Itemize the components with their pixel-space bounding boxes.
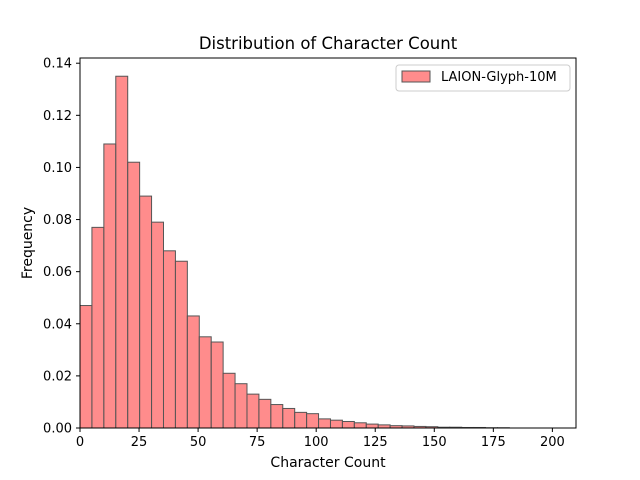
y-tick-label: 0.14: [43, 57, 72, 72]
histogram-bar: [318, 418, 331, 429]
histogram-bar: [365, 423, 379, 429]
histogram-bar: [329, 419, 343, 429]
histogram-bar: [234, 383, 248, 429]
histogram-bar: [198, 336, 212, 429]
histogram-bar: [162, 250, 176, 429]
x-tick-label: 125: [363, 435, 388, 450]
x-tick-label: 50: [190, 435, 207, 450]
bars-group: [79, 75, 510, 429]
histogram-bar: [246, 393, 260, 429]
histogram-bar: [294, 411, 308, 429]
legend-label: LAION-Glyph-10M: [441, 70, 557, 85]
histogram-bar: [151, 221, 164, 429]
histogram-bar: [115, 75, 129, 429]
y-tick-label: 0.06: [43, 265, 72, 280]
y-tick-label: 0.00: [43, 422, 72, 437]
x-axis: 0 25 50 75 100 125 150 175 200: [76, 428, 565, 450]
histogram-bar: [210, 341, 224, 429]
y-axis-label: Frequency: [20, 207, 36, 279]
x-tick-label: 175: [481, 435, 506, 450]
legend: LAION-Glyph-10M: [395, 64, 571, 92]
histogram-bar: [222, 372, 236, 429]
legend-box: [395, 64, 571, 92]
histogram-bar: [306, 413, 320, 429]
x-tick-label: 100: [304, 435, 329, 450]
y-axis: 0.00 0.02 0.04 0.06 0.08 0.10 0.12 0.14: [43, 57, 80, 437]
y-tick-label: 0.08: [43, 213, 72, 228]
x-tick-label: 0: [76, 435, 84, 450]
legend-swatch: [401, 70, 431, 83]
x-tick-label: 75: [249, 435, 266, 450]
chart-title: Distribution of Character Count: [199, 34, 458, 53]
x-tick-label: 200: [540, 435, 565, 450]
histogram-bar: [186, 315, 200, 429]
histogram-bar: [353, 422, 367, 429]
histogram-bar: [91, 226, 105, 429]
histogram-bar: [139, 195, 153, 429]
y-tick-label: 0.12: [43, 109, 72, 124]
histogram-bar: [127, 161, 141, 429]
y-tick-label: 0.02: [43, 369, 72, 384]
histogram-bar: [282, 407, 296, 429]
y-tick-label: 0.10: [43, 161, 72, 176]
histogram-bar: [341, 420, 355, 429]
y-tick-label: 0.04: [43, 317, 72, 332]
histogram-bar: [258, 398, 272, 429]
x-tick-label: 150: [422, 435, 447, 450]
x-tick-label: 25: [131, 435, 148, 450]
histogram-bar: [79, 305, 93, 429]
histogram-bar: [103, 143, 117, 429]
plot-frame: [79, 57, 577, 429]
histogram-bar: [270, 404, 284, 429]
histogram-bar: [174, 260, 188, 429]
x-axis-label: Character Count: [270, 455, 386, 471]
